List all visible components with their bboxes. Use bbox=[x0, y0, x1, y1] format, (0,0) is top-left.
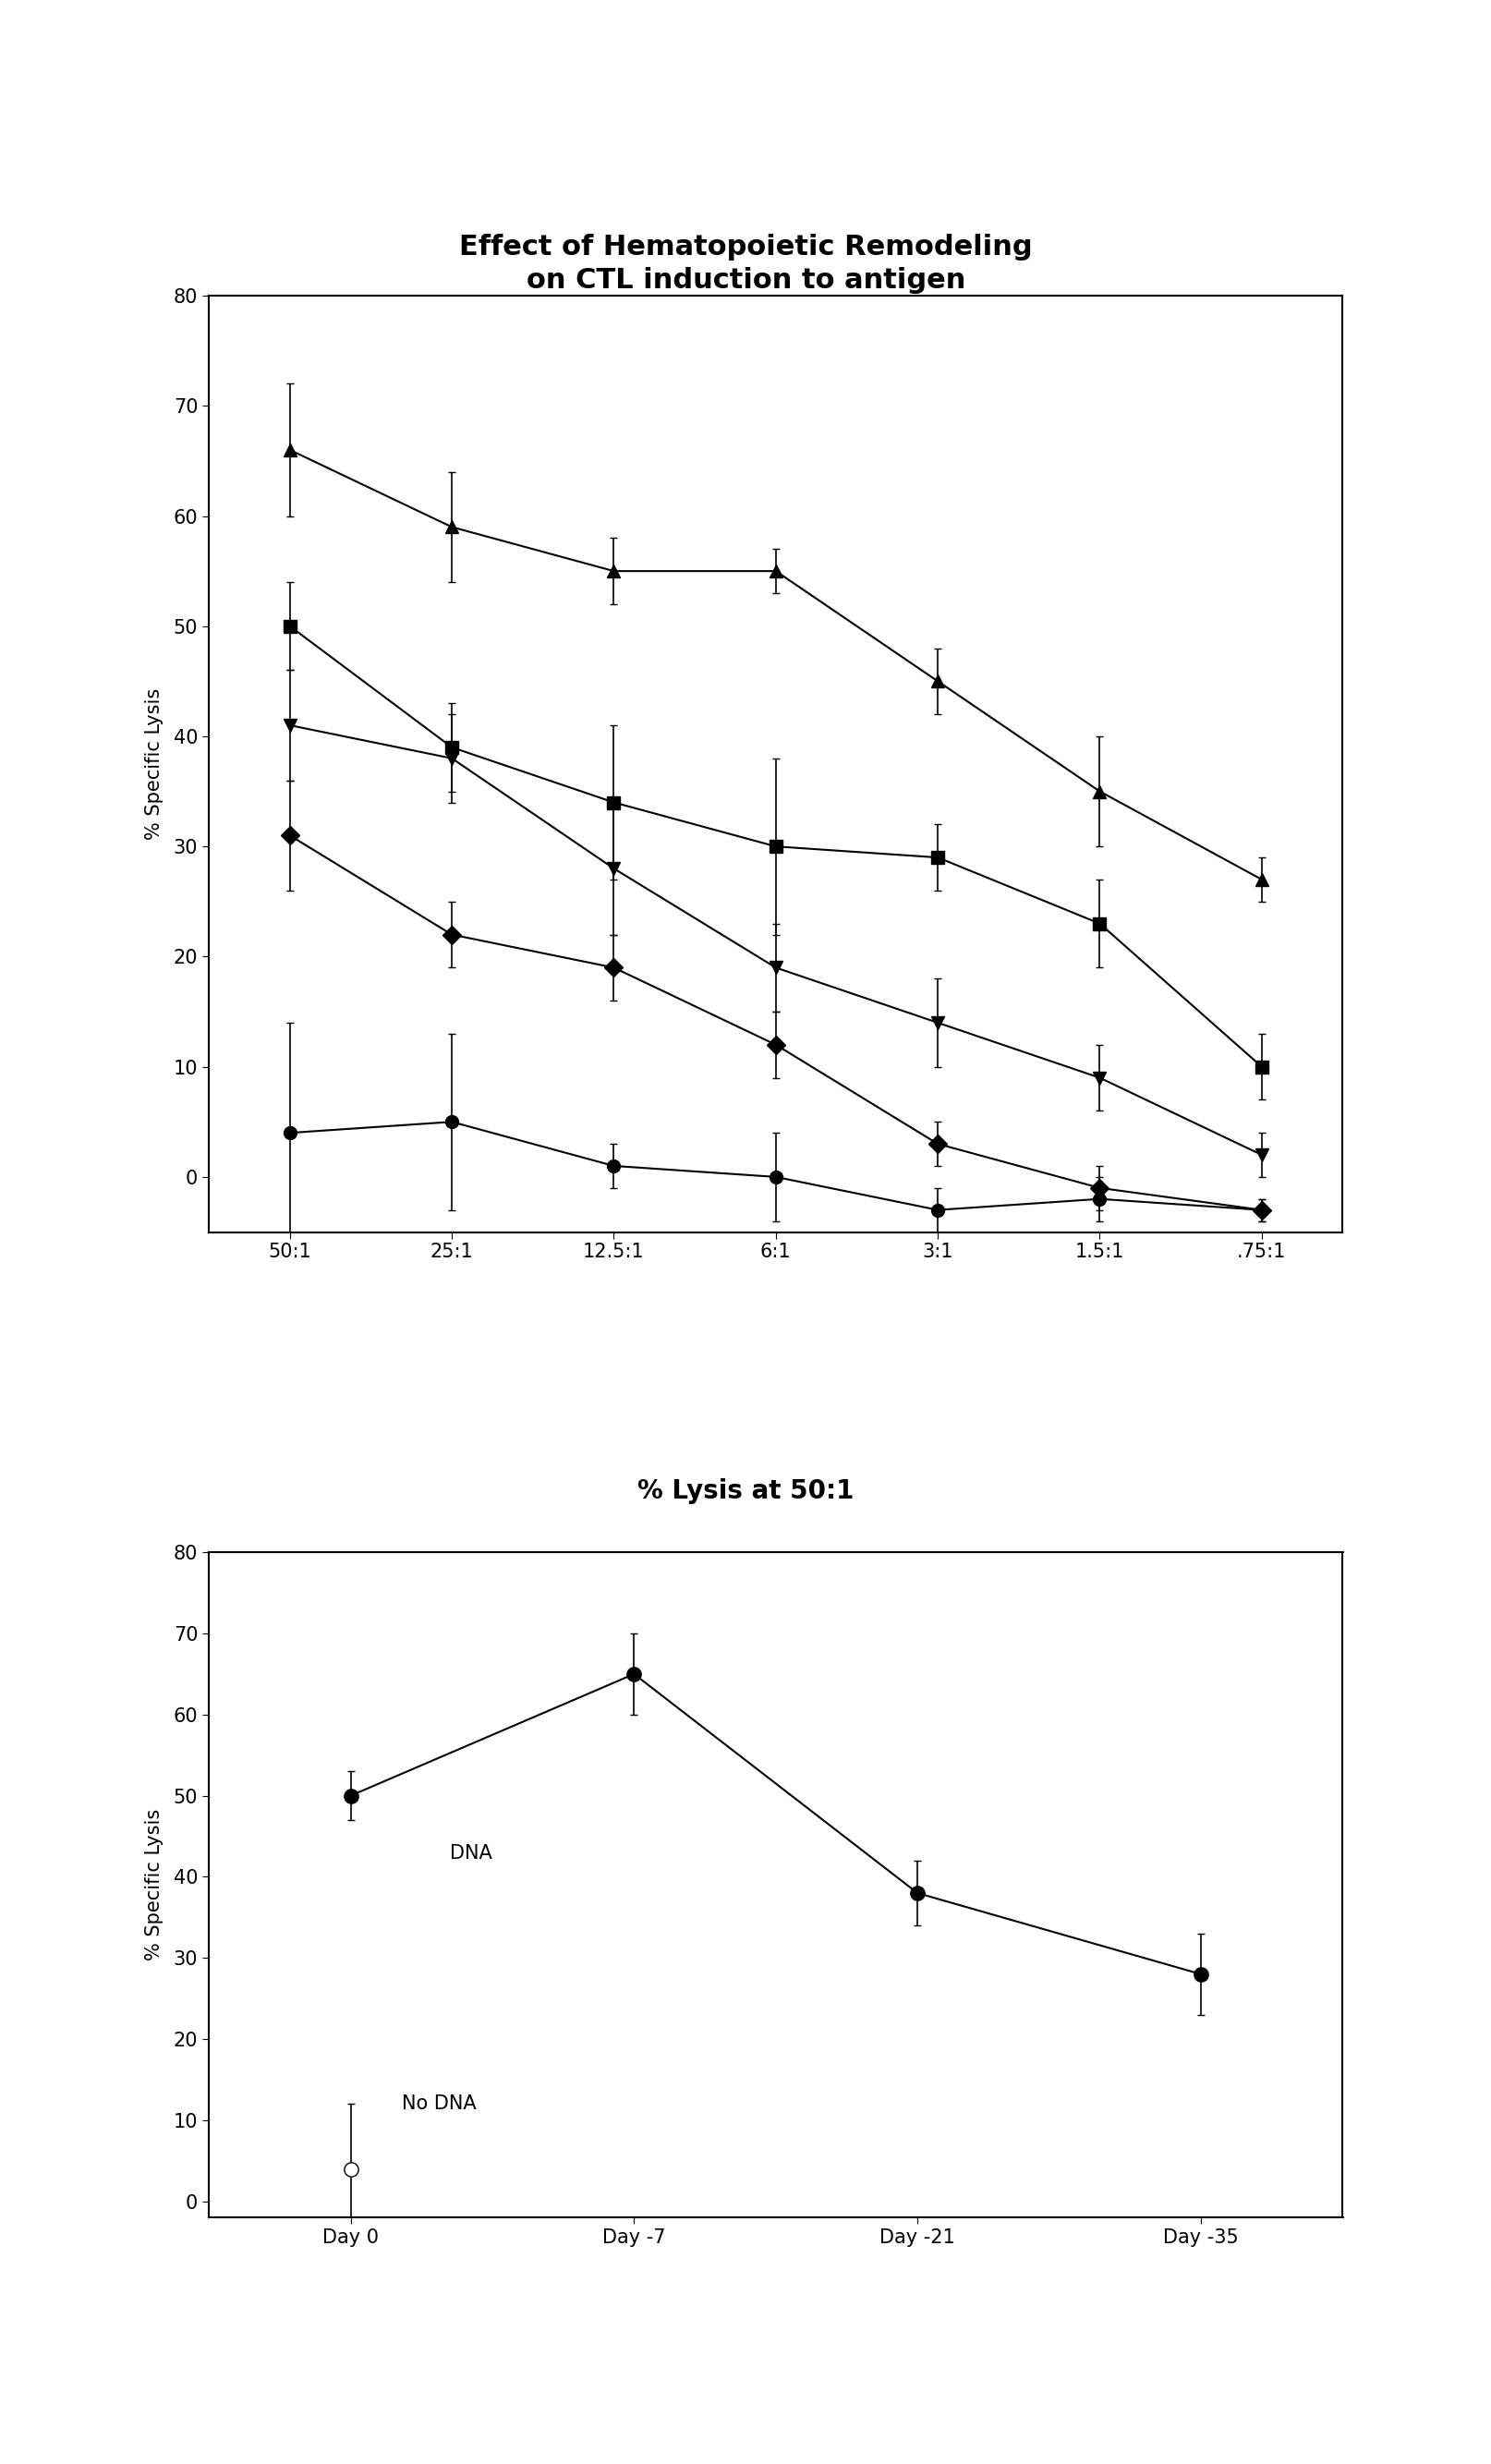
Text: DNA: DNA bbox=[450, 1846, 492, 1863]
Text: No DNA: No DNA bbox=[401, 2094, 476, 2114]
Y-axis label: % Specific Lysis: % Specific Lysis bbox=[145, 1809, 163, 1961]
Text: Effect of Hematopoietic Remodeling
on CTL induction to antigen: Effect of Hematopoietic Remodeling on CT… bbox=[459, 234, 1032, 293]
Text: % Lysis at 50:1: % Lysis at 50:1 bbox=[637, 1478, 854, 1503]
Y-axis label: % Specific Lysis: % Specific Lysis bbox=[145, 687, 163, 840]
